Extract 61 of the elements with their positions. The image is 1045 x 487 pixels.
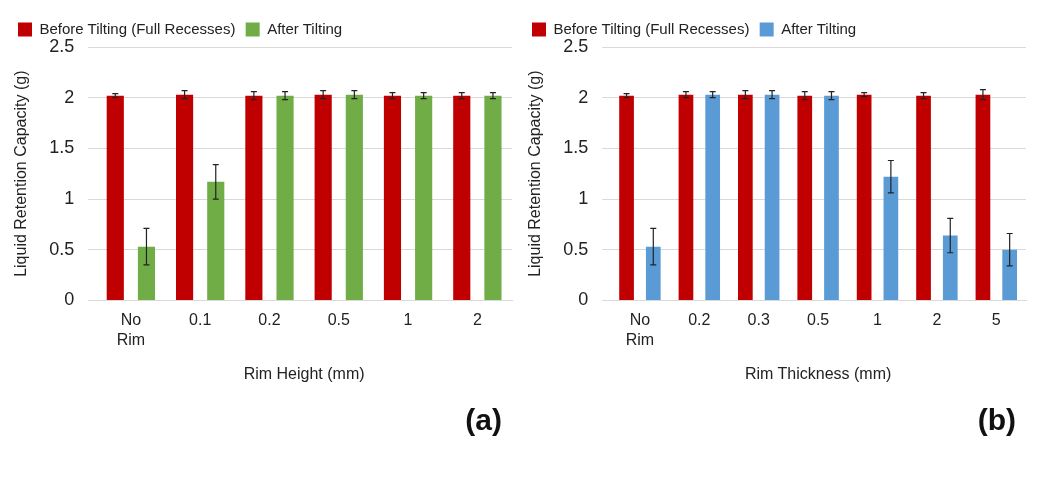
y-tick-label: 1.5 [563,137,589,158]
bar [856,94,872,300]
bar [245,95,263,300]
x-tick-label: 0.5 [327,311,350,329]
bar [176,94,194,300]
y-tick-label: 1 [64,188,75,209]
y-tick-label: 0.5 [563,238,589,259]
y-tick-label: 1 [578,188,589,209]
x-tick-label: 0.2 [688,311,711,329]
bar [484,95,502,300]
y-axis-title: Liquid Retention Capacity (g) [12,70,30,277]
text: (a) [465,403,502,437]
legend-label: After Tilting [267,19,343,37]
y-tick-label: 0 [64,289,75,310]
bar [942,235,958,300]
x-tick-label: 0.1 [189,311,212,329]
bar [106,95,124,300]
bar [883,176,899,300]
bar [415,95,433,300]
bar [916,95,931,300]
bar [619,95,634,300]
y-tick-label: 2 [64,86,75,107]
bar [705,94,721,300]
bar [738,94,753,300]
x-tick-label: 5 [991,311,1001,329]
x-tick-label: 0.5 [806,311,830,329]
legend-label: Before Tilting (Full Recesses) [553,19,750,37]
x-tick-label: No Rim [116,311,146,348]
bar [645,246,661,300]
x-tick-label: 1 [403,311,413,329]
x-tick-label: 1 [873,311,883,329]
bar [383,95,402,300]
legend-label: Before Tilting (Full Recesses) [39,19,236,37]
bar [797,95,813,300]
x-axis-title: Rim Thickness (mm) [744,364,892,382]
bar [345,94,363,300]
bar [678,94,694,300]
y-tick-label: 2.5 [563,35,589,56]
y-tick-label: 0.5 [49,238,75,259]
x-tick-label: 2 [932,311,942,329]
y-axis-title: Liquid Retention Capacity (g) [526,70,544,277]
x-tick-label: 0.2 [258,311,281,329]
bar [453,95,471,300]
bar [764,94,780,300]
bar [1002,249,1018,300]
x-axis-title: Rim Height (mm) [243,364,365,382]
text: (b) [977,403,1016,437]
x-tick-label: 0.3 [747,311,770,329]
bar [314,94,332,300]
legend-label: After Tilting [781,19,857,37]
bar [276,95,294,300]
bar [137,246,156,300]
y-tick-label: 1.5 [49,137,75,158]
x-tick-label: 2 [472,311,482,329]
y-tick-label: 0 [578,289,589,310]
bar [207,181,225,300]
x-tick-label: No Rim [625,311,655,348]
bar [824,95,839,300]
bar [975,94,991,300]
y-tick-label: 2 [578,86,589,107]
y-tick-label: 2.5 [49,35,75,56]
